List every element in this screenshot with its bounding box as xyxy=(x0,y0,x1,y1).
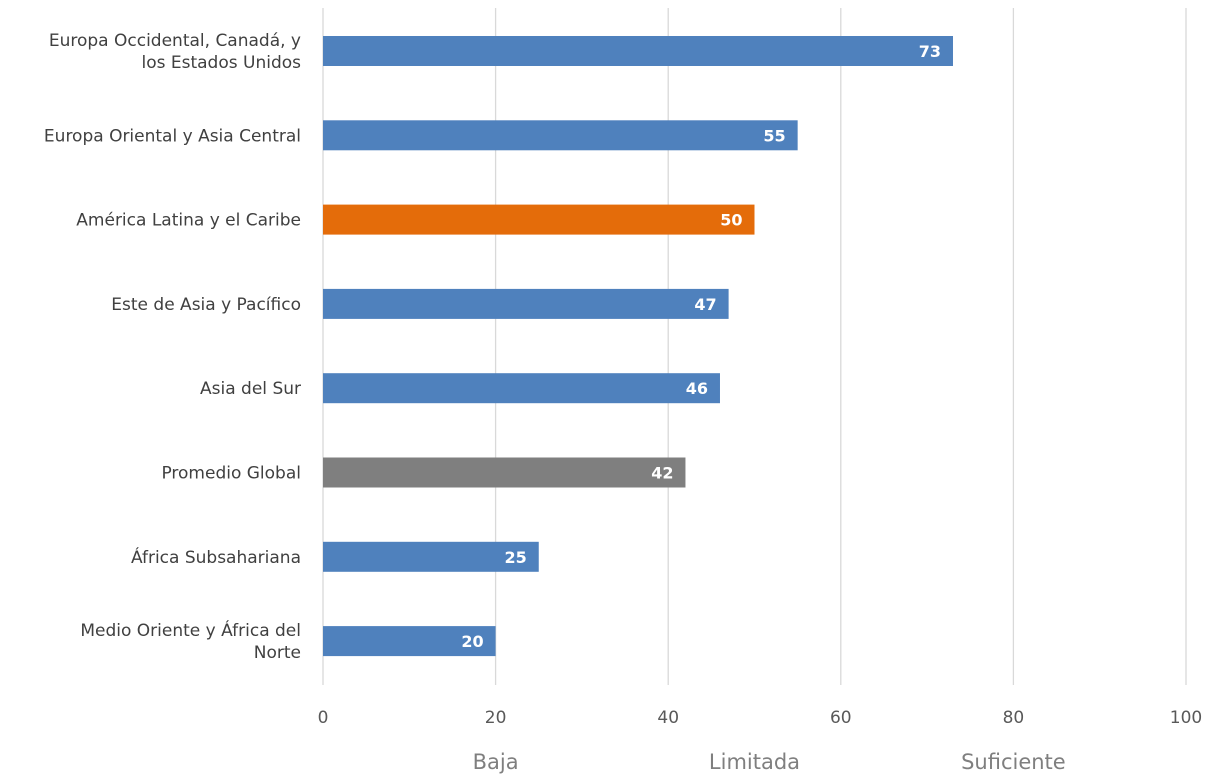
bar-value-label: 46 xyxy=(686,379,708,398)
category-label: Asia del Sur xyxy=(200,379,301,399)
x-tick-label: 100 xyxy=(1170,708,1202,728)
category-label: Este de Asia y Pacífico xyxy=(111,295,301,315)
x-tick-label: 80 xyxy=(1003,708,1025,728)
band-labels: Baja Limitada Suficiente xyxy=(473,750,1066,774)
bars: 73 55 50 47 46 42 25 20 xyxy=(323,36,953,657)
category-label-line: los Estados Unidos xyxy=(141,53,301,73)
bar xyxy=(323,373,720,404)
gridlines xyxy=(322,8,1187,685)
band-label-suficiente: Suficiente xyxy=(961,750,1066,774)
bar xyxy=(323,288,729,319)
category-label-line: Europa Occidental, Canadá, y xyxy=(49,31,301,51)
bar-value-label: 25 xyxy=(504,548,526,567)
bar-value-label: 20 xyxy=(461,632,483,651)
category-label-line: Este de Asia y Pacífico xyxy=(111,295,301,315)
category-label: Europa Occidental, Canadá, y los Estados … xyxy=(49,31,301,73)
category-label-line: Europa Oriental y Asia Central xyxy=(44,126,301,146)
bar xyxy=(323,541,539,572)
x-tick-label: 60 xyxy=(830,708,852,728)
bar xyxy=(323,457,686,488)
category-label-line: África Subsahariana xyxy=(131,546,301,568)
category-label-line: América Latina y el Caribe xyxy=(76,211,301,231)
x-tick-labels: 0 20 40 60 80 100 xyxy=(318,708,1203,728)
bar-value-label: 47 xyxy=(694,295,716,314)
category-label-line: Promedio Global xyxy=(161,464,301,484)
bar-value-label: 55 xyxy=(763,126,785,145)
category-label: Promedio Global xyxy=(161,464,301,484)
band-label-limitada: Limitada xyxy=(709,750,800,774)
category-label-line: Medio Oriente y África del xyxy=(80,619,301,641)
bar xyxy=(323,36,953,66)
x-tick-label: 20 xyxy=(485,708,507,728)
category-label: África Subsahariana xyxy=(131,546,301,568)
category-label-line: Asia del Sur xyxy=(200,379,301,399)
bar-value-label: 73 xyxy=(919,42,941,61)
x-tick-label: 0 xyxy=(318,708,329,728)
category-label: Europa Oriental y Asia Central xyxy=(44,126,301,146)
bar-value-label: 42 xyxy=(651,464,673,483)
bar xyxy=(323,204,755,235)
category-label: América Latina y el Caribe xyxy=(76,211,301,231)
band-label-baja: Baja xyxy=(473,750,519,774)
category-label-line: Norte xyxy=(254,643,301,663)
bar xyxy=(323,120,798,151)
x-tick-label: 40 xyxy=(657,708,679,728)
bar xyxy=(323,626,496,657)
bar-value-label: 50 xyxy=(720,211,742,230)
category-labels: Europa Occidental, Canadá, y los Estados … xyxy=(44,31,301,663)
category-label: Medio Oriente y África del Norte xyxy=(80,619,301,663)
